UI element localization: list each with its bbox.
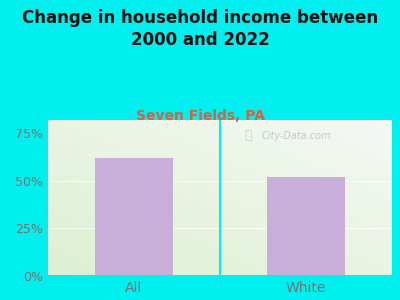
Text: ⦾: ⦾	[244, 129, 252, 142]
Text: Change in household income between
2000 and 2022: Change in household income between 2000 …	[22, 9, 378, 49]
Text: Seven Fields, PA: Seven Fields, PA	[136, 110, 264, 124]
Text: City-Data.com: City-Data.com	[261, 130, 331, 141]
Bar	[267, 177, 345, 276]
Bar	[95, 158, 173, 276]
